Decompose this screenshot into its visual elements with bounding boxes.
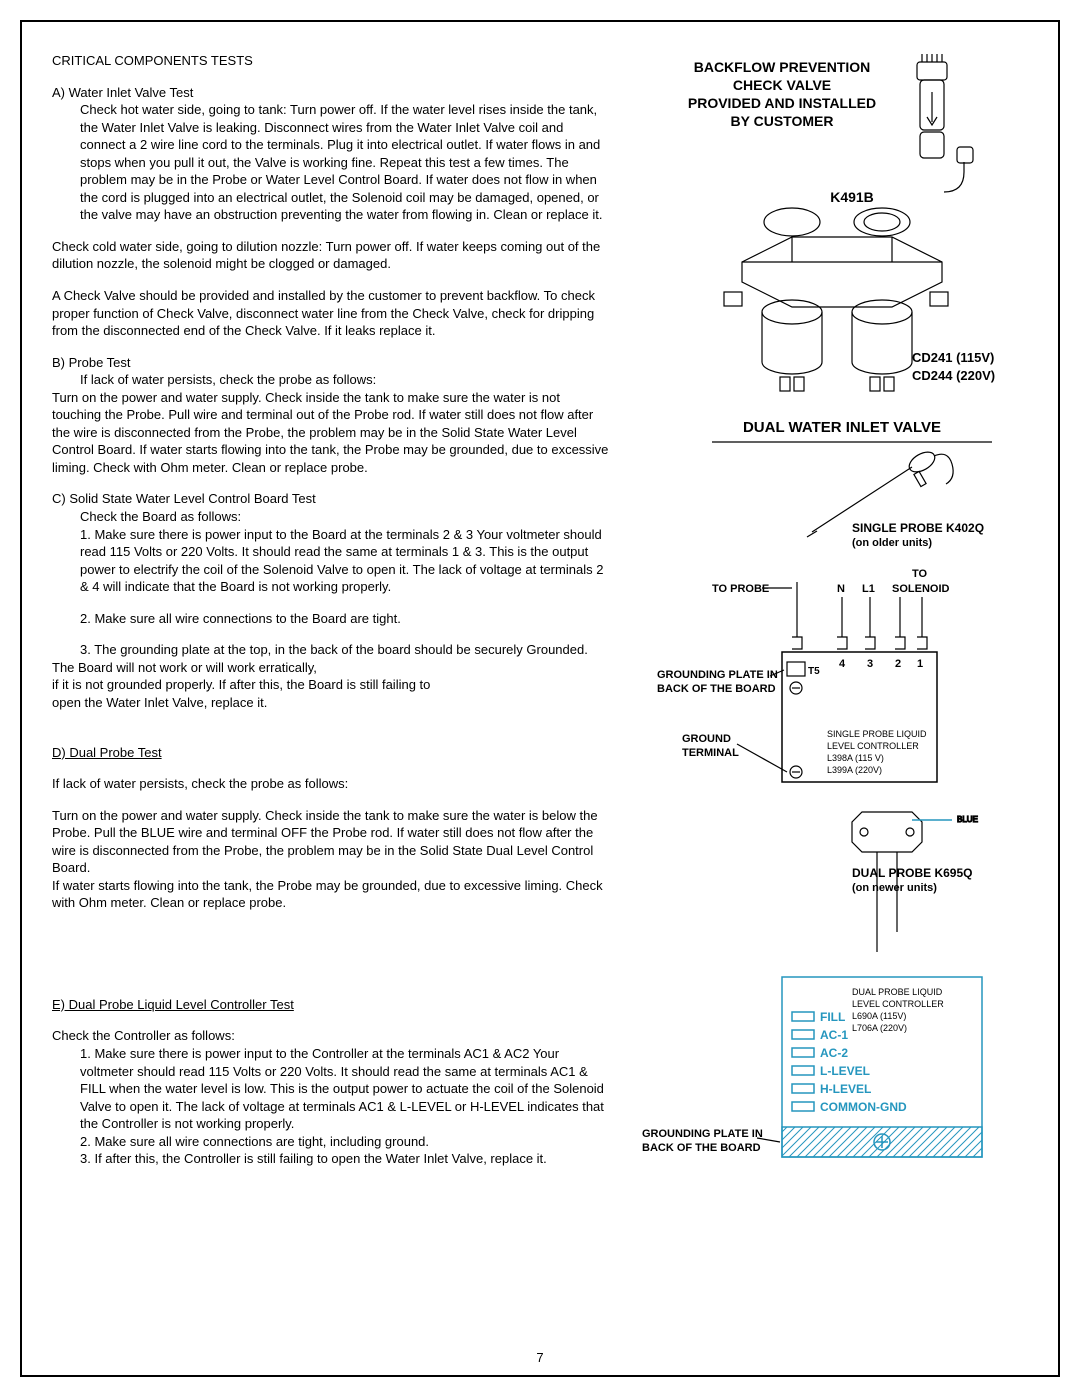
l1-label: L1 (862, 583, 875, 595)
test-b: B) Probe Test If lack of water persists,… (52, 354, 612, 477)
ctrl2-l3: L690A (115V) (852, 1011, 906, 1021)
content-row: CRITICAL COMPONENTS TESTS A) Water Inlet… (52, 52, 1038, 1217)
test-c-n3d: open the Water Inlet Valve, replace it. (52, 694, 612, 712)
t5: T5 (808, 666, 820, 677)
t3: 3 (867, 658, 873, 670)
t1: 1 (917, 658, 923, 670)
gndterm1: GROUND (682, 733, 731, 745)
test-c-n3: 3. The grounding plate at the top, in th… (52, 641, 612, 711)
test-d-p3: If water starts flowing into the tank, t… (52, 877, 612, 912)
single-probe-label: SINGLE PROBE K402Q (852, 521, 984, 535)
ctrl1-l2: LEVEL CONTROLLER (827, 741, 919, 751)
n-label: N (837, 583, 845, 595)
page-number: 7 (22, 1350, 1058, 1365)
ac2: AC-2 (820, 1046, 848, 1060)
test-d-p2: Turn on the power and water supply. Chec… (52, 807, 612, 877)
gnd2a: GROUNDING PLATE IN (642, 1128, 763, 1140)
test-e-sub: Check the Controller as follows: (52, 1027, 612, 1045)
to-sol1: TO (912, 568, 928, 580)
ac1: AC-1 (820, 1028, 848, 1042)
ctrl2-l2: LEVEL CONTROLLER (852, 999, 944, 1009)
test-e-n1: 1. Make sure there is power input to the… (52, 1045, 612, 1133)
test-c-n1: 1. Make sure there is power input to the… (52, 526, 612, 596)
cd241-label: CD241 (115V) (912, 350, 994, 365)
test-c-n3a: 3. The grounding plate at the top, in th… (52, 641, 612, 659)
ctrl1-l4: L399A (220V) (827, 765, 882, 775)
test-c-n3c: if it is not grounded properly. If after… (52, 676, 612, 694)
ctrl1-l3: L398A (115 V) (827, 753, 884, 763)
title: CRITICAL COMPONENTS TESTS (52, 52, 612, 70)
test-a-p2: Check cold water side, going to dilution… (52, 238, 612, 273)
test-b-p1: If lack of water persists, check the pro… (52, 371, 612, 389)
test-a-p1: Check hot water side, going to tank: Tur… (52, 101, 612, 224)
t2: 2 (895, 658, 901, 670)
test-a-heading: A) Water Inlet Valve Test (52, 84, 612, 102)
test-d-heading: D) Dual Probe Test (52, 745, 162, 760)
test-b-p2: Turn on the power and water supply. Chec… (52, 389, 612, 477)
test-c-heading: C) Solid State Water Level Control Board… (52, 490, 612, 508)
dual-controller: DUAL PROBE LIQUID LEVEL CONTROLLER L690A… (642, 977, 982, 1157)
test-e-n3: 3. If after this, the Controller is stil… (52, 1150, 612, 1168)
test-d-p1: If lack of water persists, check the pro… (52, 775, 612, 793)
test-e-heading: E) Dual Probe Liquid Level Controller Te… (52, 997, 294, 1012)
to-sol2: SOLENOID (892, 583, 950, 595)
backflow-l1: BACKFLOW PREVENTION (694, 59, 871, 75)
cgnd: COMMON-GND (820, 1100, 907, 1114)
test-a: A) Water Inlet Valve Test Check hot wate… (52, 84, 612, 224)
blue-label: BLUE (957, 815, 978, 824)
gndterm2: TERMINAL (682, 747, 739, 759)
right-column: BACKFLOW PREVENTION CHECK VALVE PROVIDED… (622, 52, 1038, 1217)
test-c-n3b: The Board will not work or will work err… (52, 659, 612, 677)
gnd1a: GROUNDING PLATE IN (657, 669, 778, 681)
newer-units-label: (on newer units) (852, 882, 937, 894)
backflow-l3: PROVIDED AND INSTALLED (688, 95, 876, 111)
left-column: CRITICAL COMPONENTS TESTS A) Water Inlet… (52, 52, 612, 1217)
test-c-sub: Check the Board as follows: (52, 508, 612, 526)
test-e: E) Dual Probe Liquid Level Controller Te… (52, 996, 612, 1014)
dual-probe-label: DUAL PROBE K695Q (852, 866, 972, 880)
ctrl2-l4: L706A (220V) (852, 1023, 907, 1033)
test-b-heading: B) Probe Test (52, 354, 612, 372)
page-frame: CRITICAL COMPONENTS TESTS A) Water Inlet… (20, 20, 1060, 1377)
hlevel: H-LEVEL (820, 1082, 871, 1096)
ctrl1-l1: SINGLE PROBE LIQUID (827, 729, 927, 739)
check-valve-icon (917, 54, 973, 192)
older-units-label: (on older units) (852, 537, 932, 549)
backflow-l2: CHECK VALVE (733, 77, 831, 93)
backflow-l4: BY CUSTOMER (731, 113, 834, 129)
gnd1b: BACK OF THE BOARD (657, 683, 776, 695)
dual-valve-label: DUAL WATER INLET VALVE (743, 419, 941, 436)
test-a-p1-text: Check hot water side, going to tank: Tur… (80, 102, 602, 222)
diagram-svg: BACKFLOW PREVENTION CHECK VALVE PROVIDED… (622, 52, 1002, 1212)
test-c-n2: 2. Make sure all wire connections to the… (52, 610, 612, 628)
test-d: D) Dual Probe Test (52, 744, 612, 762)
fill: FILL (820, 1010, 845, 1024)
cd244-label: CD244 (220V) (912, 368, 995, 383)
k491b-label: K491B (830, 189, 874, 205)
llevel: L-LEVEL (820, 1064, 870, 1078)
test-c: C) Solid State Water Level Control Board… (52, 490, 612, 595)
single-controller: TO PROBE TO SOLENOID N L1 (657, 568, 950, 782)
test-a-p3: A Check Valve should be provided and ins… (52, 287, 612, 340)
t4: 4 (839, 658, 846, 670)
to-probe: TO PROBE (712, 583, 769, 595)
gnd2b: BACK OF THE BOARD (642, 1142, 761, 1154)
ctrl2-l1: DUAL PROBE LIQUID (852, 987, 943, 997)
test-e-n2: 2. Make sure all wire connections are ti… (52, 1133, 612, 1151)
